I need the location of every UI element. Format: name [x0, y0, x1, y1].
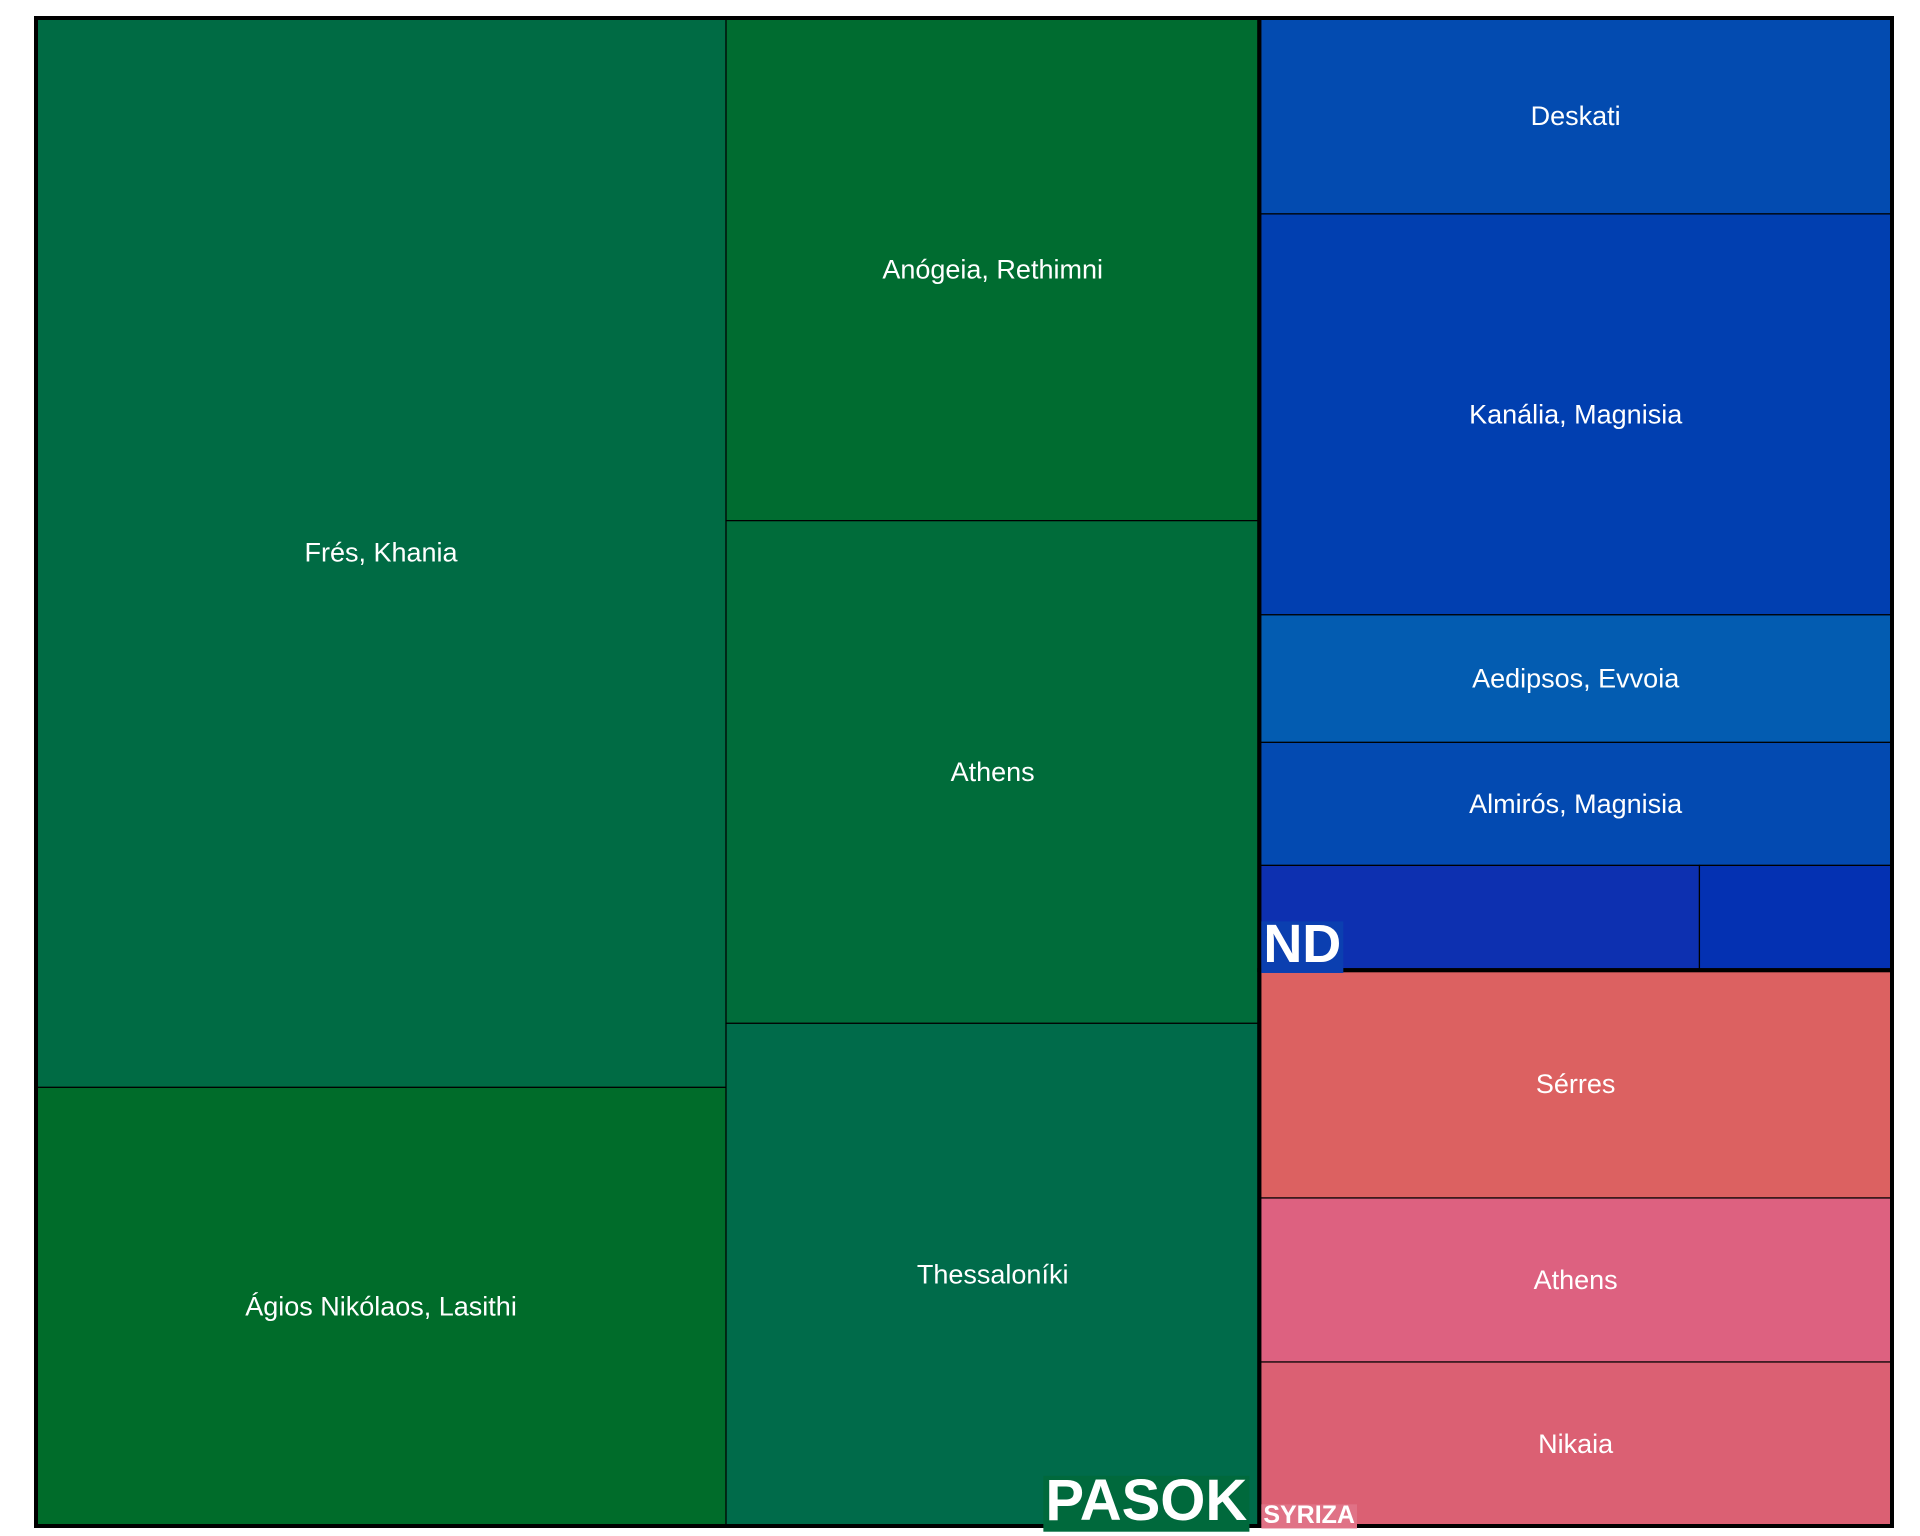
cell-pasok-fres-khania[interactable] — [35, 17, 727, 1088]
group-labels: PASOK ND SYRIZA — [1043, 914, 1358, 1533]
cell-label-pasok-athens: Athens — [951, 757, 1035, 787]
cell-syriza-athens[interactable] — [1258, 1197, 1893, 1363]
cell-nd-kanalia-magnisia[interactable] — [1258, 213, 1893, 616]
group-label-background-nd — [1261, 921, 1344, 973]
group-border-syriza — [1257, 968, 1894, 1528]
cell-label-nd-aedipsos-evvoia: Aedipsos, Evvoia — [1472, 664, 1680, 694]
cell-label-pasok-anogeia-rethimni: Anógeia, Rethimni — [882, 254, 1103, 284]
cell-pasok-thessaloniki[interactable] — [725, 1022, 1260, 1527]
cell-label-pasok-agios-nikolaos-lasithi: Ágios Nikólaos, Lasithi — [245, 1292, 517, 1322]
cell-pasok-athens[interactable] — [725, 520, 1260, 1024]
group-label-syriza: SYRIZA — [1263, 1501, 1355, 1529]
cell-label-nd-kanalia-magnisia: Kanália, Magnisia — [1469, 399, 1683, 429]
cell-label-pasok-fres-khania: Frés, Khania — [304, 538, 458, 568]
cell-nd-deskati[interactable] — [1258, 17, 1893, 215]
cell-label-nd-almiros-magnisia: Almirós, Magnisia — [1469, 789, 1683, 819]
cell-label-syriza-athens: Athens — [1534, 1265, 1618, 1295]
cell-label-syriza-nikaia: Nikaia — [1538, 1429, 1614, 1459]
cell-pasok-agios-nikolaos-lasithi[interactable] — [35, 1086, 727, 1527]
treemap-cells: Frés, Khania Ágios Nikólaos, Lasithi Anóge… — [35, 17, 1893, 1527]
cell-label-nd-deskati: Deskati — [1531, 101, 1621, 131]
cell-nd-aedipsos-evvoia[interactable] — [1258, 614, 1893, 743]
group-label-nd: ND — [1263, 914, 1341, 974]
cell-label-syriza-serres: Sérres — [1536, 1069, 1616, 1099]
cell-label-pasok-thessaloniki: Thessaloníki — [917, 1260, 1069, 1290]
group-label-background-syriza — [1261, 1504, 1358, 1529]
cell-nd-unlabeled-5[interactable] — [1698, 864, 1893, 971]
group-label-background-pasok — [1043, 1475, 1250, 1532]
group-label-pasok: PASOK — [1045, 1468, 1247, 1533]
cell-syriza-nikaia[interactable] — [1258, 1361, 1893, 1527]
group-borders — [34, 16, 1894, 1528]
